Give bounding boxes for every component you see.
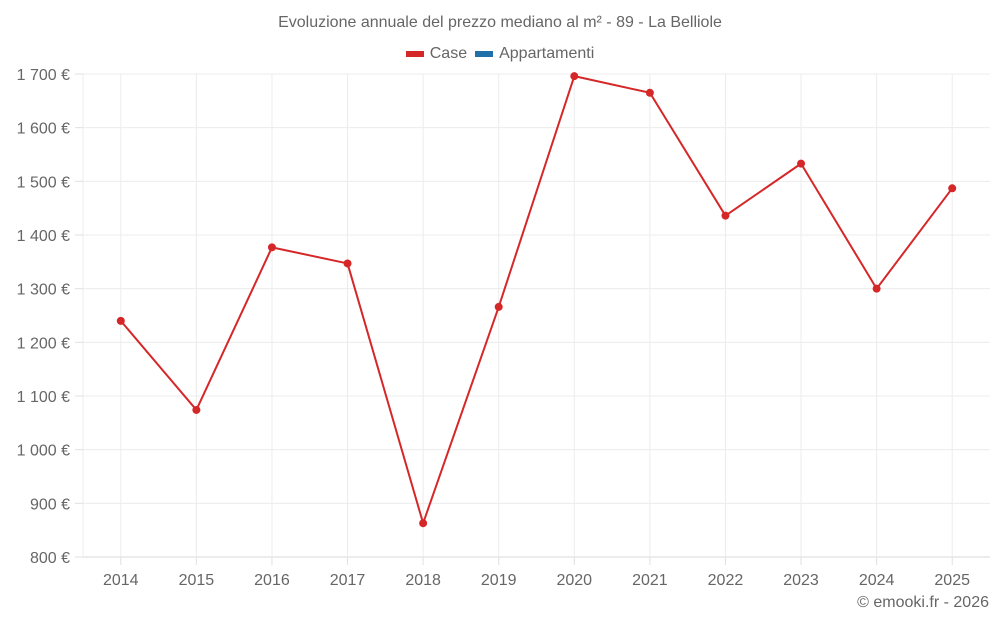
data-point[interactable] (116, 316, 125, 325)
legend-swatch-appartamenti (475, 51, 494, 57)
x-tick-label: 2016 (254, 572, 290, 589)
data-point[interactable] (570, 72, 579, 81)
grid (82, 73, 990, 558)
data-point[interactable] (872, 284, 881, 293)
data-point[interactable] (343, 259, 352, 268)
legend-item-appartamenti[interactable]: Appartamenti (475, 45, 594, 63)
series-case (116, 72, 957, 528)
x-tick-label: 2021 (632, 572, 668, 589)
chart-title: Evoluzione annuale del prezzo mediano al… (278, 14, 722, 31)
y-tick-label: 800 € (30, 550, 70, 567)
y-axis: 800 € 900 € 1 000 € 1 100 € 1 200 € 1 300 € 1 … (17, 67, 83, 567)
legend-item-case[interactable]: Case (405, 45, 468, 63)
y-tick-label: 1 600 € (17, 121, 70, 138)
y-tick-label: 1 300 € (17, 282, 70, 299)
x-tick-label: 2015 (179, 572, 215, 589)
x-tick-label: 2024 (859, 572, 895, 589)
x-tick-label: 2014 (103, 572, 139, 589)
x-tick-label: 2018 (405, 572, 441, 589)
data-point[interactable] (419, 519, 428, 528)
y-tick-label: 1 400 € (17, 228, 70, 245)
x-axis: 2014 2015 2016 2017 2018 2019 2020 2021 2022 2023… (103, 557, 970, 589)
legend-label-appartamenti: Appartamenti (499, 45, 595, 62)
data-point[interactable] (267, 243, 276, 252)
data-point[interactable] (192, 405, 201, 414)
y-tick-label: 1 100 € (17, 389, 70, 406)
series-line (120, 75, 954, 525)
y-tick-label: 1 000 € (17, 443, 70, 460)
legend: Case Appartamenti (0, 45, 1000, 63)
x-tick-label: 2022 (708, 572, 744, 589)
x-tick-label: 2019 (481, 572, 517, 589)
copyright-credit: © emooki.fr - 2026 (857, 594, 989, 611)
x-tick-label: 2020 (556, 572, 592, 589)
y-tick-label: 900 € (30, 496, 70, 513)
legend-label-case: Case (429, 45, 468, 62)
data-point[interactable] (494, 302, 503, 311)
x-tick-label: 2017 (330, 572, 366, 589)
y-tick-label: 1 500 € (17, 174, 70, 191)
data-point[interactable] (721, 211, 730, 220)
data-point[interactable] (797, 159, 806, 168)
data-point[interactable] (645, 88, 654, 97)
data-point[interactable] (948, 184, 957, 193)
legend-swatch-case (405, 51, 424, 57)
x-tick-label: 2025 (934, 572, 970, 589)
y-tick-label: 1 200 € (17, 335, 70, 352)
y-tick-label: 1 700 € (17, 67, 70, 84)
x-tick-label: 2023 (783, 572, 819, 589)
